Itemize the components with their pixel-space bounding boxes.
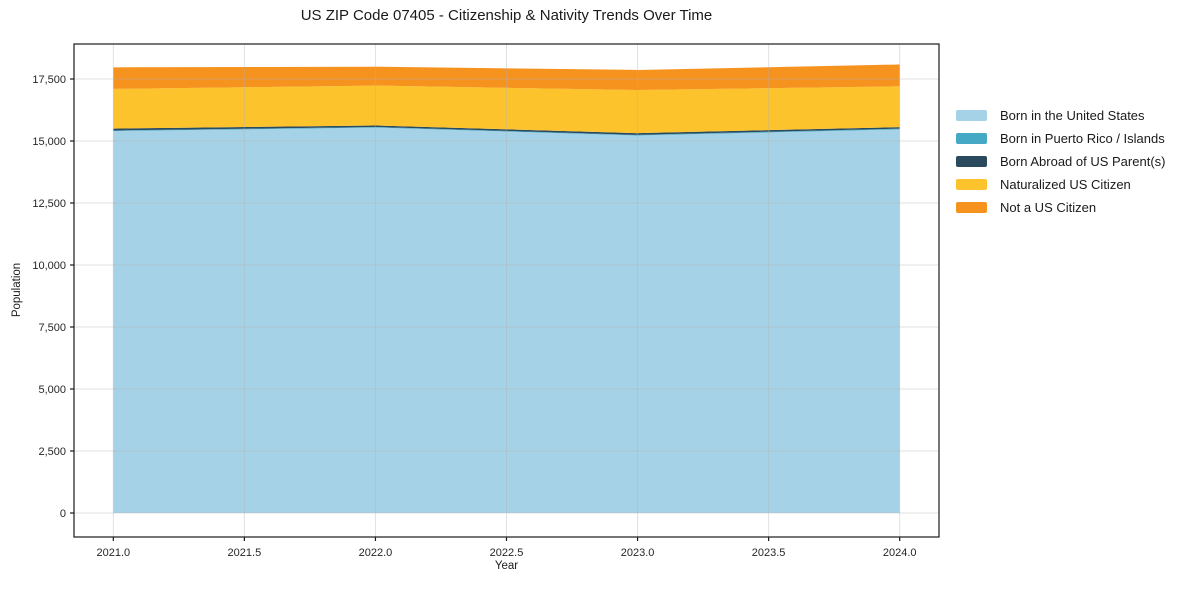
legend-label: Born in the United States xyxy=(1000,108,1145,123)
legend-swatch-not-citizen xyxy=(956,202,987,213)
x-tick-label: 2023.5 xyxy=(752,547,786,559)
area-born-in-puerto-rico-islands xyxy=(113,126,900,136)
legend-item: Not a US Citizen xyxy=(956,196,1165,219)
legend-label: Not a US Citizen xyxy=(1000,200,1097,215)
y-tick-label: 7,500 xyxy=(38,322,66,334)
legend-item: Born in the United States xyxy=(956,104,1165,127)
legend-label: Born Abroad of US Parent(s) xyxy=(1000,154,1166,169)
x-tick-label: 2022.5 xyxy=(490,547,524,559)
area-born-in-the-united-states xyxy=(113,127,900,513)
y-tick-label: 10,000 xyxy=(32,260,66,272)
area-born-abroad-of-us-parent-s- xyxy=(113,125,900,135)
area-not-a-us-citizen xyxy=(113,64,900,91)
chart-title: US ZIP Code 07405 - Citizenship & Nativi… xyxy=(300,7,713,24)
x-tick-label: 2021.5 xyxy=(228,547,262,559)
legend-swatch-born-abroad xyxy=(956,156,987,167)
legend-label: Born in Puerto Rico / Islands xyxy=(1000,131,1165,146)
y-tick-label: 5,000 xyxy=(38,384,66,396)
legend-swatch-born-in-us xyxy=(956,110,987,121)
legend-item: Born in Puerto Rico / Islands xyxy=(956,127,1165,150)
y-tick-label: 17,500 xyxy=(32,74,66,86)
area-naturalized-us-citizen xyxy=(113,85,900,134)
legend-swatch-naturalized xyxy=(956,179,987,190)
x-axis-label: Year xyxy=(494,560,519,572)
legend: Born in the United States Born in Puerto… xyxy=(956,104,1165,219)
legend-label: Naturalized US Citizen xyxy=(1000,177,1131,192)
x-tick-label: 2023.0 xyxy=(621,547,655,559)
y-tick-label: 2,500 xyxy=(38,446,66,458)
x-tick-label: 2022.0 xyxy=(359,547,393,559)
y-tick-label: 15,000 xyxy=(32,136,66,148)
y-tick-label: 0 xyxy=(60,508,66,520)
x-tick-label: 2021.0 xyxy=(96,547,130,559)
legend-item: Born Abroad of US Parent(s) xyxy=(956,150,1165,173)
x-tick-label: 2024.0 xyxy=(883,547,917,559)
legend-item: Naturalized US Citizen xyxy=(956,173,1165,196)
y-tick-label: 12,500 xyxy=(32,198,66,210)
legend-swatch-born-in-puerto-rico xyxy=(956,133,987,144)
